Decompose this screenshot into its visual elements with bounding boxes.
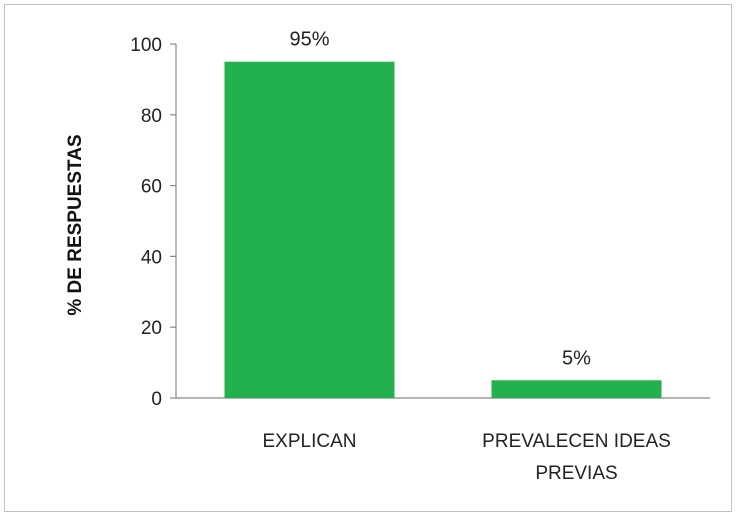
bar	[224, 61, 395, 398]
category-label: PREVIAS	[535, 463, 617, 484]
bar-chart: 0 20 40 60 80 100 95% 5% EXPLICAN PREVALECEN ID…	[65, 29, 710, 484]
category-label: EXPLICAN	[263, 431, 357, 452]
y-axis-title: % DE RESPUESTAS	[65, 134, 86, 315]
y-tick-label: 80	[141, 106, 162, 127]
data-labels-group: 95% 5%	[289, 29, 591, 370]
y-axis-ticks: 0 20 40 60 80 100	[130, 35, 176, 410]
category-labels-group: EXPLICAN PREVALECEN IDEAS PREVIAS	[263, 431, 671, 484]
y-tick-label: 100	[130, 35, 162, 56]
bars-group	[224, 61, 662, 398]
data-label: 95%	[289, 29, 329, 51]
chart-frame: 0 20 40 60 80 100 95% 5% EXPLICAN PREVALECEN ID…	[4, 4, 732, 512]
bar	[491, 380, 662, 398]
y-tick-label: 60	[141, 177, 162, 198]
category-label: PREVALECEN IDEAS	[482, 431, 671, 452]
y-tick-label: 0	[151, 389, 162, 410]
data-label: 5%	[562, 347, 591, 369]
y-tick-label: 20	[141, 318, 162, 339]
y-tick-label: 40	[141, 247, 162, 268]
